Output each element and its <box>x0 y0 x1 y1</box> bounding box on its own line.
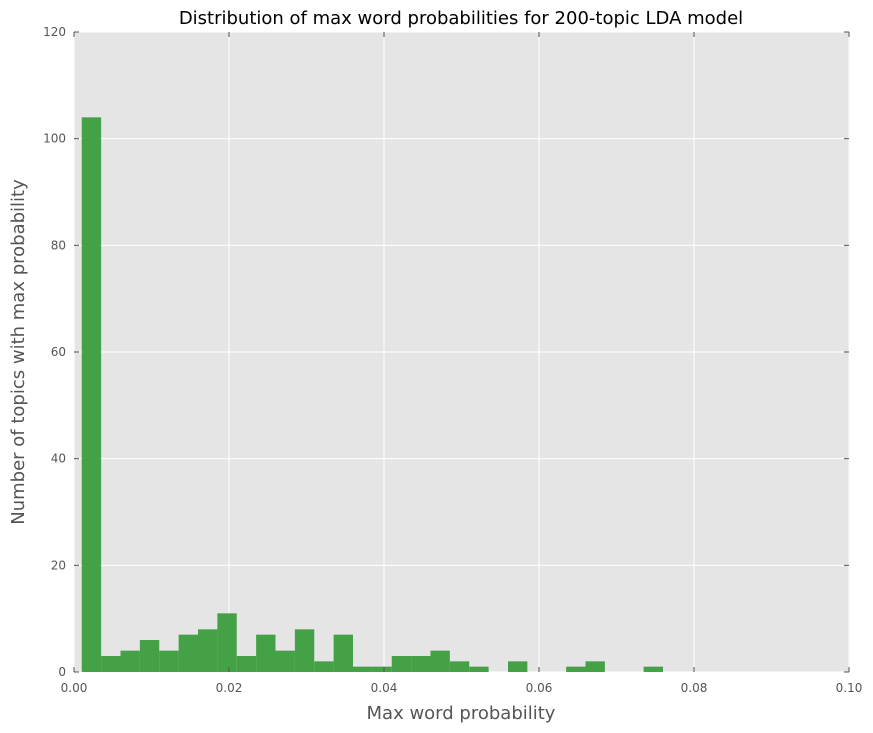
histogram-bar <box>353 666 373 672</box>
histogram-bar <box>275 650 295 672</box>
histogram-bar <box>566 666 586 672</box>
chart-title: Distribution of max word probabilities f… <box>179 8 743 29</box>
y-tick-label: 0 <box>58 665 66 679</box>
y-axis-label: Number of topics with max probability <box>8 179 29 525</box>
y-tick-label: 120 <box>43 25 66 39</box>
histogram-bar <box>585 661 605 672</box>
histogram-bar <box>391 656 412 672</box>
histogram-bar <box>101 656 121 672</box>
histogram-bar <box>430 650 450 672</box>
histogram-bar <box>120 650 140 672</box>
x-tick-label: 0.02 <box>216 681 243 695</box>
y-tick-label: 20 <box>51 558 66 572</box>
histogram-bar <box>217 613 237 672</box>
histogram-bar <box>294 629 315 672</box>
histogram-bar <box>449 661 470 672</box>
histogram-bar <box>81 117 102 673</box>
x-tick-label: 0.08 <box>681 681 708 695</box>
histogram-bar <box>508 661 528 672</box>
histogram-bar <box>333 634 353 672</box>
histogram-bar <box>469 666 489 672</box>
x-tick-label: 0.10 <box>836 681 863 695</box>
axis-ticks: 0.00 0.02 0.04 0.06 0.08 0.10 0 20 40 60 80 100 120 <box>43 25 862 695</box>
histogram-bars <box>81 117 663 673</box>
y-tick-label: 40 <box>51 452 66 466</box>
histogram-bar <box>256 634 276 672</box>
y-tick-label: 100 <box>43 132 66 146</box>
y-tick-label: 60 <box>51 345 66 359</box>
x-axis-label: Max word probability <box>367 703 556 724</box>
histogram-bar <box>314 661 334 672</box>
grid-lines <box>73 31 850 673</box>
x-tick-label: 0.00 <box>61 681 88 695</box>
x-tick-label: 0.06 <box>526 681 553 695</box>
histogram-bar <box>198 629 218 672</box>
histogram-bar <box>159 650 179 672</box>
histogram-bar <box>372 666 392 672</box>
histogram-bar <box>178 634 198 672</box>
histogram-bar <box>139 640 160 672</box>
histogram-bar <box>411 656 431 672</box>
histogram-bar <box>236 656 257 672</box>
histogram-bar <box>643 666 663 672</box>
y-tick-label: 80 <box>51 238 66 252</box>
x-tick-label: 0.04 <box>371 681 398 695</box>
